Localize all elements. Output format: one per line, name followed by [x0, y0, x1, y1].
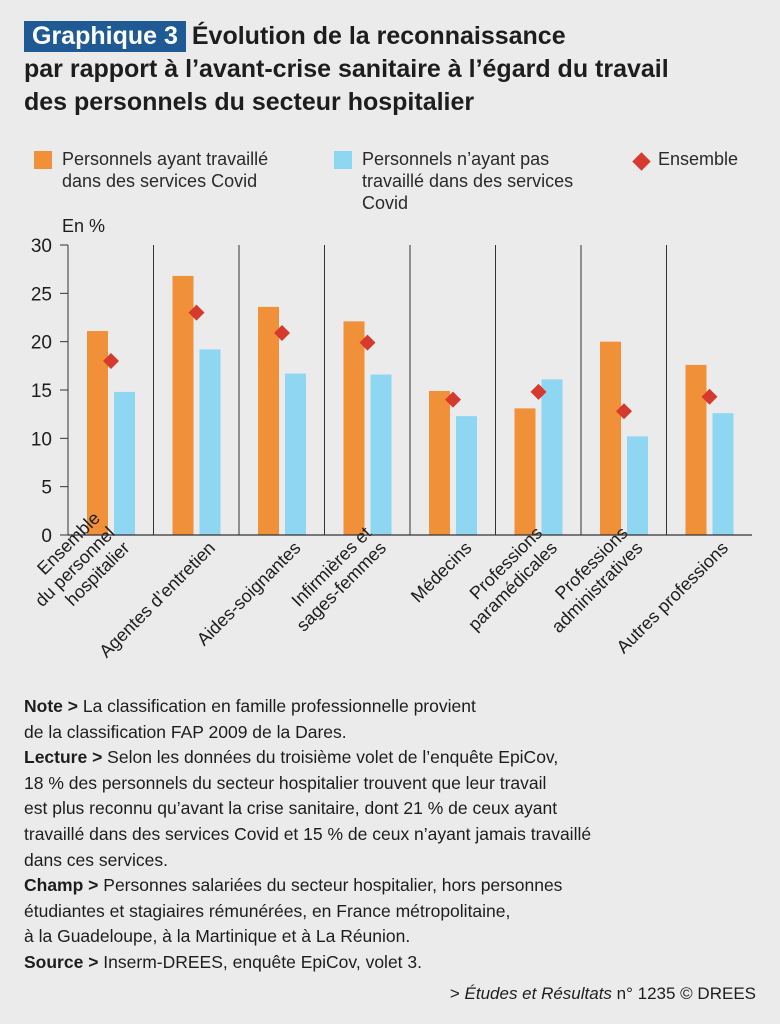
bar-covid — [600, 341, 621, 535]
credit-prefix: > — [449, 984, 465, 1003]
marker-ensemble — [103, 353, 119, 369]
legend-swatch-covid — [34, 151, 52, 169]
marker-ensemble — [530, 383, 547, 400]
lecture-text: Selon les données du troisième volet de … — [24, 747, 592, 870]
legend-marker-ensemble — [632, 152, 651, 171]
note-paragraph: Note > La classification en famille prof… — [24, 694, 764, 745]
champ-label: Champ > — [24, 875, 99, 896]
title-line-3: des personnels du secteur hospitalier — [24, 88, 475, 116]
y-tick-label: 20 — [31, 333, 52, 354]
legend-swatch-non-covid — [334, 151, 352, 169]
y-axis-unit-label: En % — [62, 216, 105, 236]
publication-credit: > Études et Résultats n° 1235 © DREES — [450, 984, 756, 1004]
y-tick-label: 25 — [31, 284, 52, 305]
chart-title: Graphique 3 Évolution de la reconnaissanc… — [24, 20, 764, 119]
marker-ensemble — [359, 334, 376, 351]
credit-publication: Études et Résultats — [464, 984, 612, 1003]
marker-ensemble — [188, 304, 205, 321]
bar-covid — [429, 390, 450, 535]
bar-covid — [87, 331, 108, 535]
source-paragraph: Source > Inserm-DREES, enquête EpiCov, v… — [24, 950, 764, 976]
source-text: Inserm-DREES, enquête EpiCov, volet 3. — [98, 951, 422, 972]
champ-paragraph: Champ > Personnes salariées du secteur h… — [24, 873, 764, 950]
bar-non-covid — [541, 379, 563, 535]
lecture-label: Lecture > — [24, 747, 103, 768]
x-category-label: Infirmières etsages-femmes — [278, 523, 390, 635]
chart-legend: Personnels ayant travaillé dans des serv… — [24, 146, 764, 226]
y-tick-label: 0 — [41, 526, 52, 547]
bar-non-covid — [370, 374, 392, 535]
y-tick-label: 30 — [31, 236, 52, 257]
x-category-label: Professionsadministratives — [533, 523, 647, 637]
bar-covid — [685, 364, 707, 535]
title-text-1: Évolution de la reconnaissance — [191, 22, 566, 50]
lecture-paragraph: Lecture > Selon les données du troisième… — [24, 745, 764, 873]
y-tick-label: 15 — [31, 381, 52, 402]
chart-notes: Note > La classification en famille prof… — [24, 694, 764, 976]
note-label: Note > — [24, 696, 78, 716]
credit-suffix: n° 1235 © DREES — [611, 984, 756, 1003]
y-tick-label: 5 — [41, 478, 52, 499]
bar-non-covid — [627, 436, 648, 535]
source-label: Source > — [24, 951, 99, 972]
legend-label-ensemble: Ensemble — [658, 149, 739, 169]
y-tick-label: 10 — [31, 429, 52, 450]
marker-ensemble — [445, 391, 461, 408]
marker-ensemble — [616, 403, 632, 420]
marker-ensemble — [701, 388, 718, 405]
bar-non-covid — [199, 349, 221, 535]
bar-non-covid — [285, 373, 306, 535]
legend-label-covid: Personnels ayant travaillé dans des serv… — [62, 149, 269, 191]
bar-covid — [514, 408, 536, 535]
champ-text: Personnes salariées du secteur hospitali… — [24, 875, 563, 947]
bar-covid — [258, 306, 279, 535]
title-line-2: par rapport à l’avant-crise sanitaire à … — [24, 55, 669, 83]
marker-ensemble — [274, 324, 290, 341]
x-category-label: Médecins — [407, 538, 476, 607]
note-text: La classification en famille professionn… — [24, 696, 476, 742]
bar-covid — [172, 275, 194, 535]
bar-non-covid — [114, 391, 135, 535]
legend-label-non-covid: Personnels n’ayant pas travaillé dans de… — [362, 149, 574, 213]
bar-non-covid — [712, 413, 734, 535]
title-line-1: Graphique 3 Évolution de la reconnaissanc… — [24, 20, 764, 53]
graphique-badge: Graphique 3 — [24, 21, 186, 52]
bar-covid — [343, 321, 365, 535]
bar-non-covid — [456, 416, 477, 535]
x-category-label: Professionsparamédicales — [449, 523, 561, 635]
